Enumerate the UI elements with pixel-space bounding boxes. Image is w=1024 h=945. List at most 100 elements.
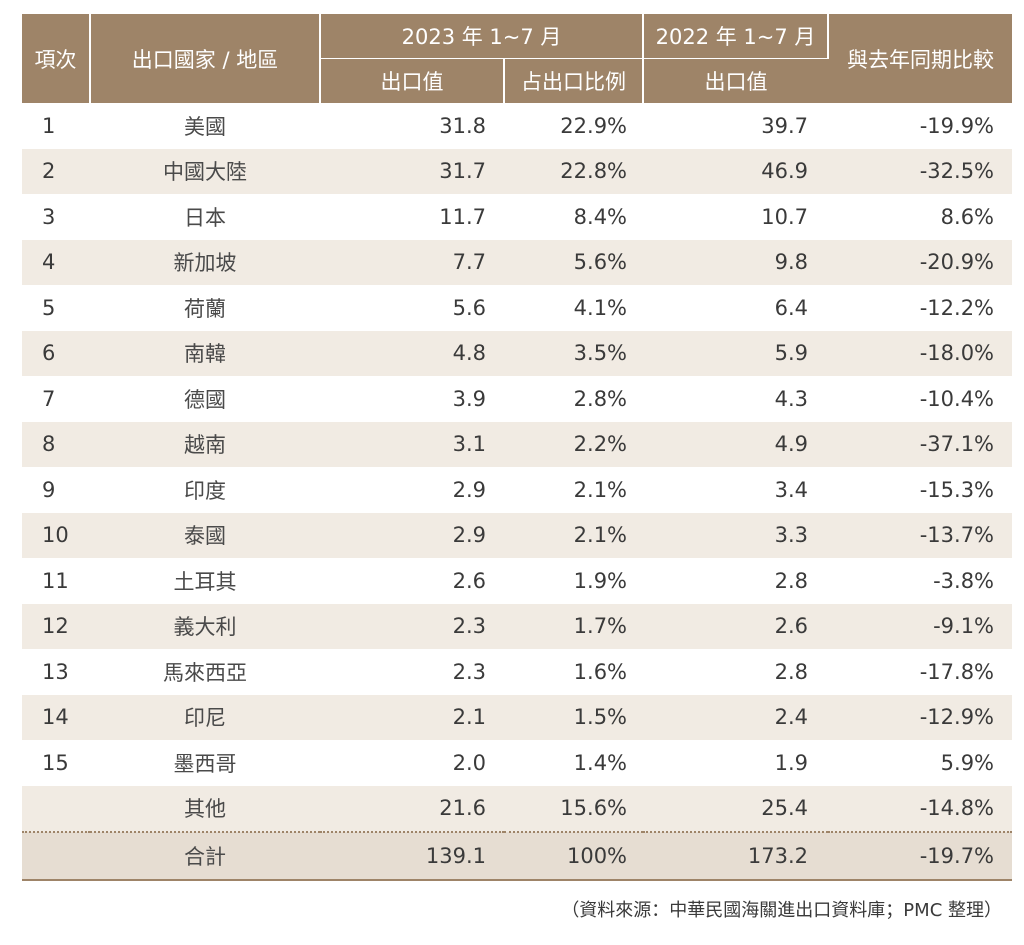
share-cell: 15.6% — [504, 785, 644, 832]
export-value-2022-cell: 1.9 — [643, 740, 829, 786]
country-cell: 荷蘭 — [90, 285, 320, 331]
rank-cell: 2 — [22, 148, 90, 194]
table-row: 6 南韓 4.8 3.5% 5.9 -18.0% — [22, 330, 1013, 376]
yoy-cell: -37.1% — [828, 421, 1013, 467]
table-row: 2 中國大陸 31.7 22.8% 46.9 -32.5% — [22, 148, 1013, 194]
export-value-2022-cell: 4.9 — [643, 421, 829, 467]
table-row: 9 印度 2.9 2.1% 3.4 -15.3% — [22, 467, 1013, 513]
share-cell: 1.9% — [504, 558, 644, 604]
share-cell: 5.6% — [504, 239, 644, 285]
country-cell: 越南 — [90, 421, 320, 467]
yoy-cell: 8.6% — [828, 194, 1013, 240]
share-cell: 2.1% — [504, 512, 644, 558]
export-value-2022-cell: 25.4 — [643, 785, 829, 832]
yoy-cell: -32.5% — [828, 148, 1013, 194]
share-cell: 3.5% — [504, 330, 644, 376]
header-rank: 項次 — [22, 14, 91, 103]
table-row: 5 荷蘭 5.6 4.1% 6.4 -12.2% — [22, 285, 1013, 331]
export-value-2023-cell: 2.6 — [320, 558, 504, 604]
share-cell: 1.7% — [504, 603, 644, 649]
export-value-2022-cell: 2.6 — [643, 603, 829, 649]
table-row: 3 日本 11.7 8.4% 10.7 8.6% — [22, 194, 1013, 240]
country-cell: 墨西哥 — [90, 740, 320, 786]
rank-cell: 1 — [22, 103, 90, 149]
export-value-2022-cell: 9.8 — [643, 239, 829, 285]
export-value-2023-cell: 7.7 — [320, 239, 504, 285]
rank-cell: 7 — [22, 376, 90, 422]
export-value-2023-cell: 31.7 — [320, 148, 504, 194]
export-value-2023-cell: 21.6 — [320, 785, 504, 832]
rank-cell: 8 — [22, 421, 90, 467]
country-cell: 中國大陸 — [90, 148, 320, 194]
export-value-2022-cell: 2.8 — [643, 649, 829, 695]
export-value-2023-cell: 2.9 — [320, 512, 504, 558]
country-cell: 印度 — [90, 467, 320, 513]
country-cell: 其他 — [90, 785, 320, 832]
country-cell: 日本 — [90, 194, 320, 240]
total-rank-cell — [22, 831, 90, 881]
share-cell: 4.1% — [504, 285, 644, 331]
rank-cell: 3 — [22, 194, 90, 240]
country-cell: 新加坡 — [90, 239, 320, 285]
share-cell: 22.8% — [504, 148, 644, 194]
country-cell: 南韓 — [90, 330, 320, 376]
export-value-2023-cell: 31.8 — [320, 103, 504, 149]
export-value-2023-cell: 11.7 — [320, 194, 504, 240]
export-value-2023-cell: 2.3 — [320, 603, 504, 649]
yoy-cell: -19.9% — [828, 103, 1013, 149]
export-value-2023-cell: 4.8 — [320, 330, 504, 376]
rank-cell: 12 — [22, 603, 90, 649]
table-row: 12 義大利 2.3 1.7% 2.6 -9.1% — [22, 603, 1013, 649]
table-row: 15 墨西哥 2.0 1.4% 1.9 5.9% — [22, 740, 1013, 786]
export-value-2023-cell: 2.1 — [320, 694, 504, 740]
table-header: 項次 出口國家 / 地區 2023 年 1~7 月 2022 年 1~7 月 與… — [22, 14, 1013, 103]
country-cell: 印尼 — [90, 694, 320, 740]
export-value-2022-cell: 10.7 — [643, 194, 829, 240]
export-table-container: 項次 出口國家 / 地區 2023 年 1~7 月 2022 年 1~7 月 與… — [22, 14, 1013, 881]
export-value-2022-cell: 39.7 — [643, 103, 829, 149]
share-cell: 2.1% — [504, 467, 644, 513]
rank-cell: 10 — [22, 512, 90, 558]
header-country: 出口國家 / 地區 — [90, 14, 321, 103]
source-note: （資料來源：中華民國海關進出口資料庫；PMC 整理） — [561, 900, 1002, 921]
header-period-2022: 2022 年 1~7 月 — [643, 14, 830, 59]
yoy-cell: -17.8% — [828, 649, 1013, 695]
country-cell: 美國 — [90, 103, 320, 149]
export-value-2022-cell: 2.4 — [643, 694, 829, 740]
country-cell: 義大利 — [90, 603, 320, 649]
share-cell: 2.2% — [504, 421, 644, 467]
rank-cell: 13 — [22, 649, 90, 695]
total-share: 100% — [504, 831, 644, 881]
yoy-cell: -3.8% — [828, 558, 1013, 604]
share-cell: 8.4% — [504, 194, 644, 240]
yoy-cell: -12.2% — [828, 285, 1013, 331]
export-value-2022-cell: 3.3 — [643, 512, 829, 558]
export-table: 項次 出口國家 / 地區 2023 年 1~7 月 2022 年 1~7 月 與… — [22, 14, 1013, 881]
share-cell: 1.5% — [504, 694, 644, 740]
export-value-2023-cell: 2.0 — [320, 740, 504, 786]
yoy-cell: -14.8% — [828, 785, 1013, 832]
header-yoy: 與去年同期比較 — [828, 14, 1013, 103]
total-yoy: -19.7% — [828, 831, 1013, 881]
share-cell: 22.9% — [504, 103, 644, 149]
export-value-2023-cell: 3.1 — [320, 421, 504, 467]
export-value-2022-cell: 6.4 — [643, 285, 829, 331]
export-value-2023-cell: 5.6 — [320, 285, 504, 331]
table-row: 11 土耳其 2.6 1.9% 2.8 -3.8% — [22, 558, 1013, 604]
rank-cell: 9 — [22, 467, 90, 513]
table-row: 10 泰國 2.9 2.1% 3.3 -13.7% — [22, 512, 1013, 558]
export-value-2022-cell: 4.3 — [643, 376, 829, 422]
share-cell: 1.4% — [504, 740, 644, 786]
yoy-cell: -15.3% — [828, 467, 1013, 513]
total-row: 合計 139.1 100% 173.2 -19.7% — [22, 831, 1013, 881]
rank-cell: 11 — [22, 558, 90, 604]
yoy-cell: 5.9% — [828, 740, 1013, 786]
table-row: 1 美國 31.8 22.9% 39.7 -19.9% — [22, 103, 1013, 149]
total-label: 合計 — [90, 831, 320, 881]
table-row: 14 印尼 2.1 1.5% 2.4 -12.9% — [22, 694, 1013, 740]
total-value-2023: 139.1 — [320, 831, 504, 881]
export-value-2023-cell: 2.9 — [320, 467, 504, 513]
yoy-cell: -10.4% — [828, 376, 1013, 422]
table-row: 4 新加坡 7.7 5.6% 9.8 -20.9% — [22, 239, 1013, 285]
share-cell: 2.8% — [504, 376, 644, 422]
